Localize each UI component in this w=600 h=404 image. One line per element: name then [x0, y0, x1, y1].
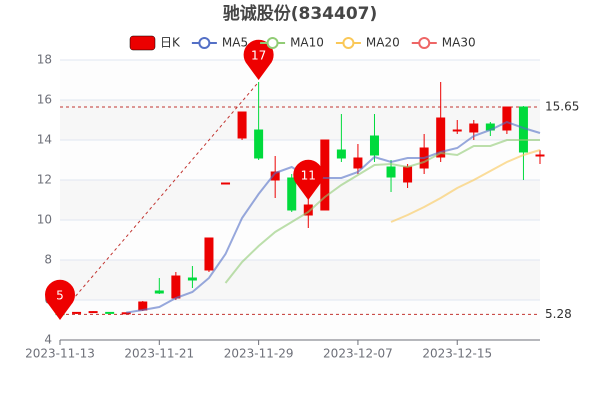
candle-body: [535, 154, 545, 157]
candle-body: [88, 311, 98, 314]
x-tick-label: 2023-12-07: [323, 347, 393, 361]
candle-body: [469, 123, 479, 133]
mark-line-label: 5.28: [545, 307, 572, 321]
y-tick-label: 16: [37, 93, 52, 107]
candle-body: [237, 111, 247, 139]
legend-icon: [198, 37, 211, 49]
legend-label: MA10: [290, 36, 324, 50]
y-tick-label: 10: [37, 213, 52, 227]
mark-pin: [243, 39, 274, 80]
y-tick-label: 4: [44, 333, 52, 347]
candle-body: [171, 275, 181, 299]
mark-pin-label: 11: [301, 169, 316, 183]
candle-body: [287, 177, 297, 211]
chart-title: 驰诚股份(834407): [223, 3, 378, 24]
legend-label: MA20: [366, 36, 400, 50]
x-tick-label: 2023-11-13: [25, 347, 95, 361]
candle-body: [336, 149, 346, 159]
split-area: [60, 60, 540, 100]
candle-body: [105, 311, 115, 314]
mark-pin-label: 17: [251, 49, 266, 63]
candle-body: [154, 290, 164, 294]
legend-label: 日K: [160, 36, 181, 50]
split-area: [60, 300, 540, 340]
candle-body: [436, 117, 446, 158]
candle-body: [452, 129, 462, 132]
ma-line: [126, 120, 541, 314]
legend-icon: [418, 37, 431, 49]
legend-label: MA5: [222, 36, 248, 50]
legend-label: MA30: [442, 36, 476, 50]
candle-body: [386, 166, 396, 178]
candle-body: [303, 204, 313, 216]
candle-body: [353, 157, 363, 169]
x-tick-label: 2023-12-15: [422, 347, 492, 361]
legend-icon: [266, 37, 279, 49]
split-area: [60, 100, 540, 140]
x-tick-label: 2023-11-29: [224, 347, 294, 361]
candle-body: [369, 135, 379, 156]
y-tick-label: 14: [37, 133, 52, 147]
candle-body: [221, 182, 231, 185]
split-area: [60, 220, 540, 260]
candle-body: [72, 311, 82, 314]
ma-line: [224, 139, 540, 284]
y-tick-label: 8: [44, 253, 52, 267]
candle-body: [502, 106, 512, 131]
y-tick-label: 18: [37, 53, 52, 67]
x-tick-label: 2023-11-21: [124, 347, 194, 361]
mark-line-label: 15.65: [545, 100, 579, 114]
candle-body: [254, 129, 264, 159]
legend-icon: [342, 37, 355, 49]
min-max-line: [59, 81, 260, 315]
split-area: [60, 260, 540, 300]
candle-body: [121, 312, 131, 315]
candle-body: [403, 166, 413, 183]
candle-body: [204, 237, 214, 271]
mark-pin: [293, 159, 324, 200]
legend-icon: [129, 35, 156, 51]
mark-pin: [45, 279, 75, 320]
candle-body: [187, 277, 197, 281]
mark-pin-label: 5: [56, 289, 64, 303]
ma-line: [390, 149, 541, 223]
y-tick-label: 12: [37, 173, 52, 187]
